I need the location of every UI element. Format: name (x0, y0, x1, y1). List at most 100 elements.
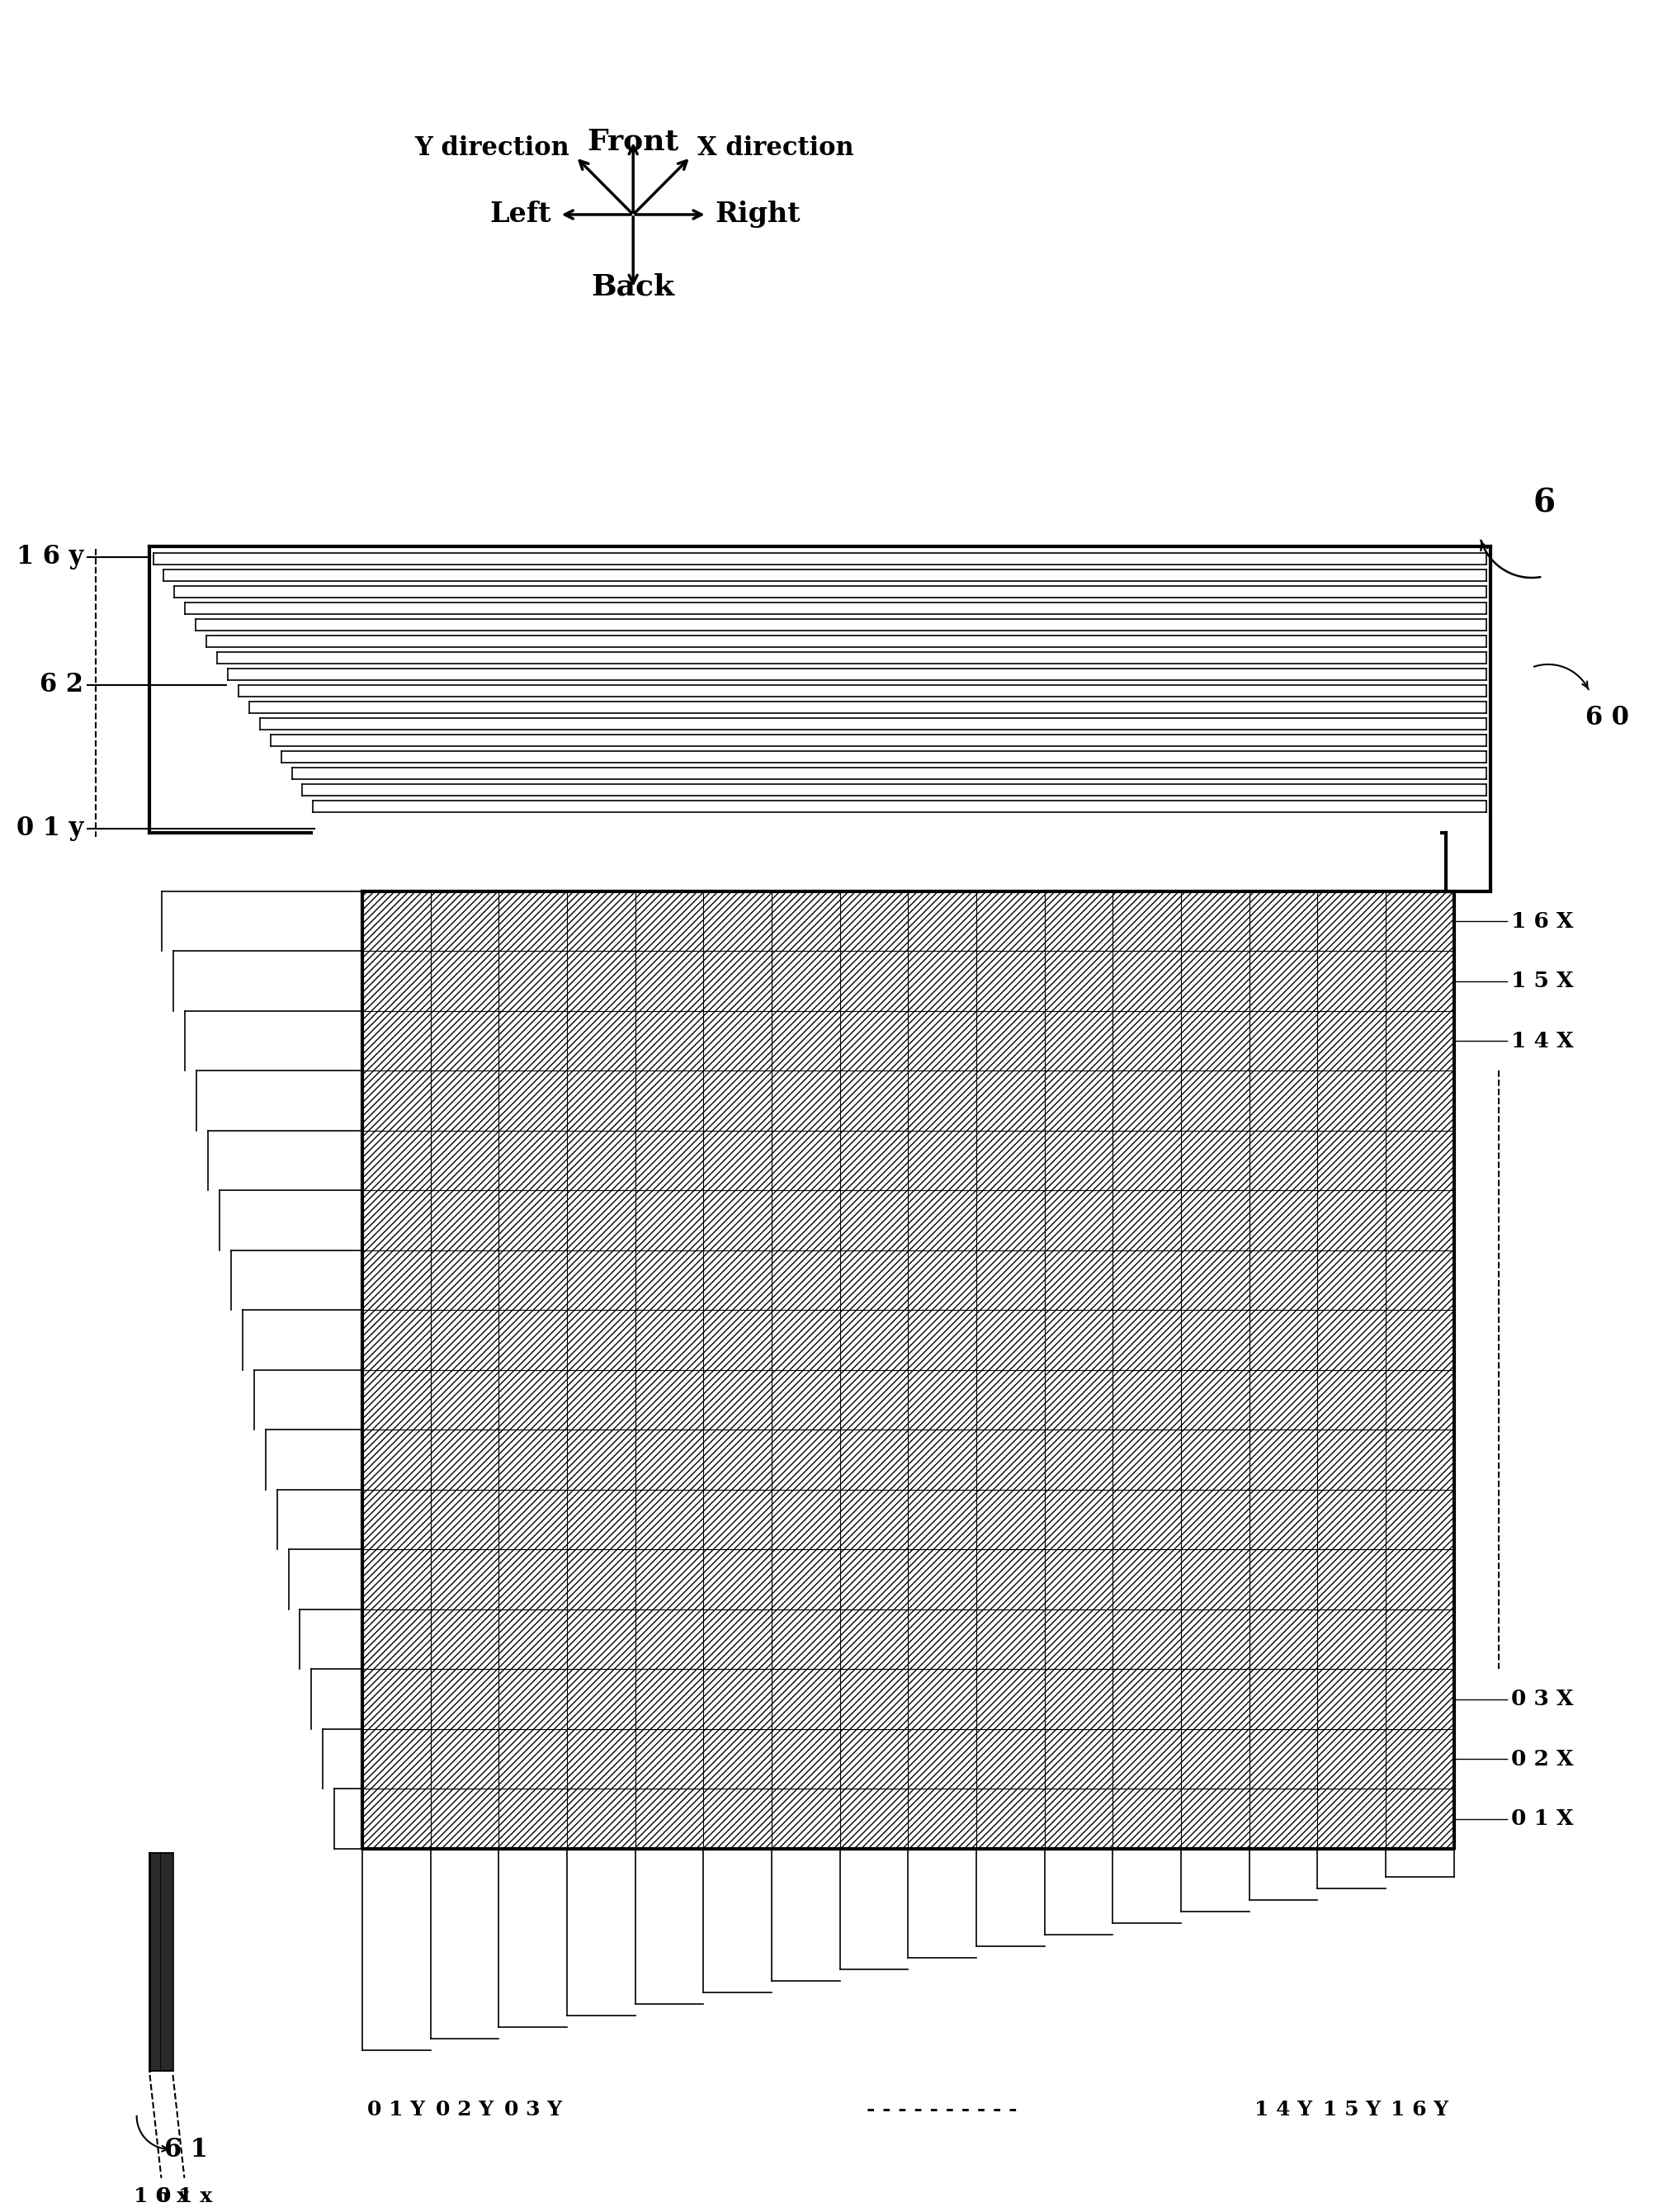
Bar (703, 1670, 771, 1730)
Bar (1112, 1730, 1181, 1790)
Bar (840, 1610, 907, 1670)
Bar (907, 1790, 976, 1849)
Bar (1385, 1610, 1452, 1670)
Bar (1045, 1369, 1112, 1429)
Bar (636, 1610, 703, 1670)
Bar (1045, 1310, 1112, 1369)
Bar (1181, 891, 1249, 951)
Bar (840, 1790, 907, 1849)
Bar (1112, 1011, 1181, 1071)
Bar (1045, 1489, 1112, 1551)
Bar (362, 1551, 431, 1610)
Bar (567, 1310, 636, 1369)
Bar (771, 951, 840, 1011)
Bar (498, 1730, 567, 1790)
Bar (1112, 1790, 1181, 1849)
Bar (1385, 1429, 1452, 1489)
Bar (567, 1730, 636, 1790)
Bar (1249, 1730, 1316, 1790)
Bar (362, 951, 431, 1011)
Bar (567, 1489, 636, 1551)
Bar (703, 1610, 771, 1670)
Bar (1249, 1071, 1316, 1130)
Bar (431, 1790, 498, 1849)
Bar (567, 1011, 636, 1071)
Bar (771, 1250, 840, 1310)
Bar (636, 951, 703, 1011)
Bar (1316, 1610, 1385, 1670)
Bar (1112, 1429, 1181, 1489)
Bar (703, 1429, 771, 1489)
Bar (498, 1489, 567, 1551)
Bar (1249, 1130, 1316, 1190)
Bar (1249, 1369, 1316, 1429)
Bar (498, 1369, 567, 1429)
Bar (498, 1429, 567, 1489)
Bar (1181, 1011, 1249, 1071)
Bar (771, 1670, 840, 1730)
Bar (976, 1551, 1045, 1610)
Bar (907, 1190, 976, 1250)
Bar (1316, 891, 1385, 951)
Bar (362, 1190, 431, 1250)
Text: 0 1 X: 0 1 X (1511, 1809, 1573, 1829)
Bar (1385, 1071, 1452, 1130)
Bar (567, 1610, 636, 1670)
Bar (1045, 1730, 1112, 1790)
Bar (431, 1489, 498, 1551)
Text: 1 4 X: 1 4 X (1511, 1031, 1573, 1051)
Text: 0 3 X: 0 3 X (1511, 1688, 1573, 1710)
Bar (1316, 1310, 1385, 1369)
Bar (362, 1011, 431, 1071)
Bar (362, 1310, 431, 1369)
Bar (636, 1489, 703, 1551)
Bar (907, 1071, 976, 1130)
Bar (771, 1610, 840, 1670)
Bar (1045, 1250, 1112, 1310)
Bar (703, 1551, 771, 1610)
Bar (1112, 1610, 1181, 1670)
Bar (907, 891, 976, 951)
Bar (498, 1130, 567, 1190)
Text: 6 0: 6 0 (1585, 706, 1628, 730)
Bar (703, 1250, 771, 1310)
Bar (1316, 1429, 1385, 1489)
Bar (1249, 1011, 1316, 1071)
Bar (567, 1190, 636, 1250)
Bar (1112, 1369, 1181, 1429)
Bar (1316, 1730, 1385, 1790)
Bar (636, 1369, 703, 1429)
Bar (1045, 1610, 1112, 1670)
Bar (976, 1250, 1045, 1310)
Bar (907, 1730, 976, 1790)
Bar (362, 891, 431, 951)
Bar (703, 1310, 771, 1369)
Bar (1385, 1250, 1452, 1310)
Bar (1112, 1670, 1181, 1730)
Bar (1316, 1071, 1385, 1130)
Bar (1249, 1670, 1316, 1730)
Bar (1112, 1190, 1181, 1250)
Bar (703, 1489, 771, 1551)
Bar (1045, 1130, 1112, 1190)
Bar (636, 1250, 703, 1310)
Bar (771, 1190, 840, 1250)
Bar (567, 1071, 636, 1130)
Text: Front: Front (587, 128, 679, 157)
Bar (1181, 1730, 1249, 1790)
Text: 0 3 Y: 0 3 Y (503, 2099, 562, 2119)
Bar (498, 1190, 567, 1250)
Bar (1385, 1790, 1452, 1849)
Text: 0 1 x: 0 1 x (156, 2185, 211, 2205)
Bar (1181, 1551, 1249, 1610)
Bar (636, 1190, 703, 1250)
Bar (907, 1369, 976, 1429)
Bar (1316, 1250, 1385, 1310)
Bar (1112, 1489, 1181, 1551)
Bar (771, 1790, 840, 1849)
Bar (498, 1250, 567, 1310)
Bar (771, 1011, 840, 1071)
Bar (431, 1011, 498, 1071)
Bar (1249, 1429, 1316, 1489)
Text: 1 6 X: 1 6 X (1511, 911, 1573, 931)
